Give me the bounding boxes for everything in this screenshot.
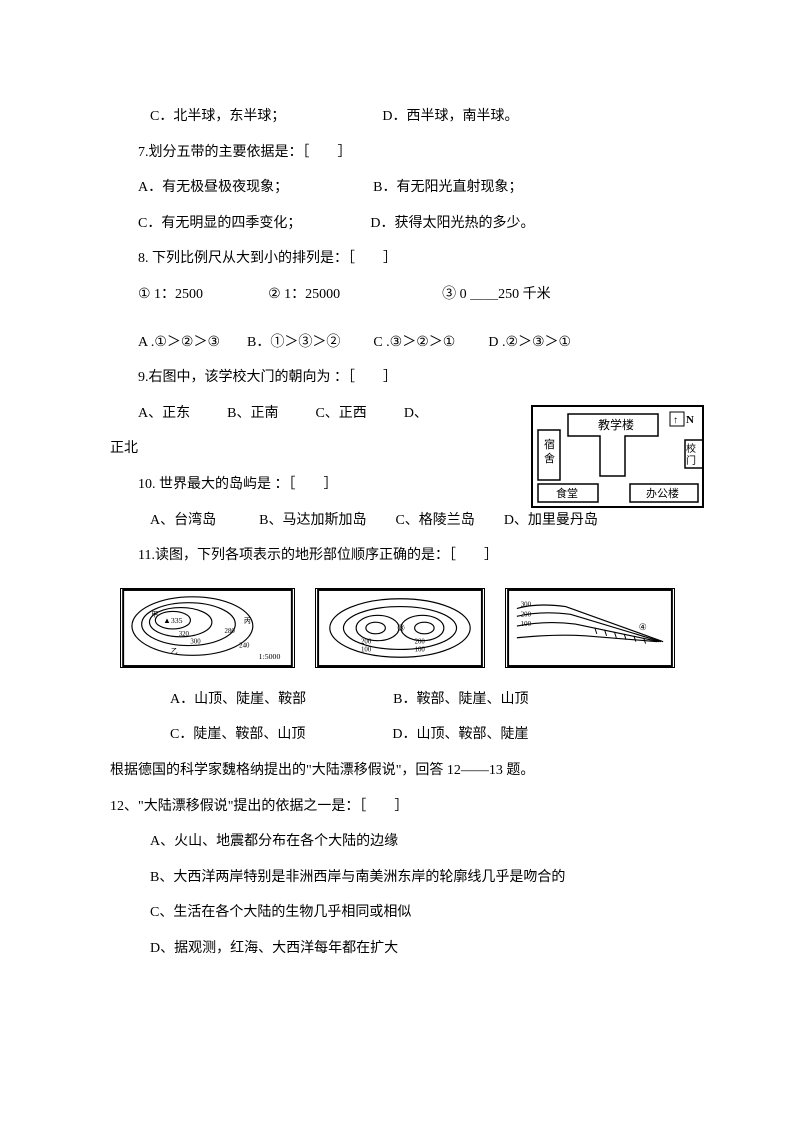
map-teaching: 教学楼: [598, 417, 634, 432]
q6-opt-c: C．北半球，东半球；: [150, 109, 285, 124]
q10-c: C、格陵兰岛: [395, 513, 474, 528]
q8-item2: ② 1：25000: [268, 287, 340, 302]
svg-text:280: 280: [225, 628, 236, 635]
svg-text:丙: 丙: [244, 617, 251, 625]
svg-text:240: 240: [239, 642, 250, 649]
svg-text:④: ④: [639, 622, 647, 632]
q10-b: B、马达加斯加岛: [259, 513, 366, 528]
q12-d: D、据观测，红海、大西洋每年都在扩大: [110, 932, 690, 966]
q11-d: D．山顶、鞍部、陡崖: [392, 727, 528, 742]
q11-b: B．鞍部、陡崖、山顶: [393, 692, 528, 707]
svg-text:门: 门: [686, 454, 696, 467]
svg-text:200: 200: [415, 638, 426, 645]
q11-c: C．陡崖、鞍部、山顶: [170, 727, 305, 742]
topo-diagrams: ▲335 甲 320 300 280 240 丙 乙 1:5000 ③ 200 …: [120, 588, 690, 668]
q8-d: D .②＞③＞①: [488, 335, 571, 350]
q8-item1: ① 1：2500: [138, 287, 203, 302]
q9-stem: 9.右图中，该学校大门的朝向为 ：［ ］: [110, 361, 690, 395]
svg-text:↑: ↑: [673, 415, 678, 426]
q8-stem: 8. 下列比例尺从大到小的排列是：［ ］: [110, 242, 690, 276]
q9-d: D、: [404, 406, 428, 421]
q8-a: A .①＞②＞③: [138, 335, 220, 350]
svg-text:100: 100: [415, 646, 426, 653]
map-gate: 校: [686, 442, 696, 455]
q12-a: A、火山、地震都分布在各个大陆的边缘: [110, 825, 690, 859]
q8-c: C .③＞②＞①: [373, 335, 455, 350]
q10-a: A、台湾岛: [150, 513, 216, 528]
topo-2: ③ 200 100 200 100: [315, 588, 485, 668]
q11-stem: 11.读图，下列各项表示的地形部位顺序正确的是：［ ］: [110, 539, 690, 573]
q11-a: A．山顶、陡崖、鞍部: [170, 692, 306, 707]
svg-text:舍: 舍: [544, 451, 555, 465]
svg-text:③: ③: [397, 623, 405, 633]
q12-b: B、大西洋两岸特别是非洲西岸与南美洲东岸的轮廓线几乎是吻合的: [110, 861, 690, 895]
svg-text:100: 100: [361, 646, 372, 653]
svg-text:甲: 甲: [151, 610, 158, 618]
q7-row2: C．有无明显的四季变化； D．获得太阳光热的多少。: [110, 207, 690, 241]
q9-c: C、正西: [315, 406, 366, 421]
map-north: N: [686, 414, 694, 426]
svg-text:300: 300: [190, 638, 201, 645]
q8-items: ① 1：2500 ② 1：25000 ③ 0 ＿＿250 千米: [110, 278, 690, 312]
q7-c: C．有无明显的四季变化；: [138, 216, 301, 231]
topo-1: ▲335 甲 320 300 280 240 丙 乙 1:5000: [120, 588, 295, 668]
q6-options: C．北半球，东半球； D．西半球，南半球。: [110, 100, 690, 134]
svg-text:320: 320: [179, 631, 190, 638]
svg-text:▲335: ▲335: [163, 616, 183, 625]
q10-d: D、加里曼丹岛: [504, 513, 598, 528]
svg-text:300: 300: [521, 601, 532, 608]
q9-b: B、正南: [227, 406, 278, 421]
q7-a: A．有无极昼极夜现象；: [138, 180, 288, 195]
q8-b: B．①＞③＞②: [247, 335, 340, 350]
q12-c: C、生活在各个大陆的生物几乎相同或相似: [110, 896, 690, 930]
q7-b: B．有无阳光直射现象；: [373, 180, 522, 195]
q7-d: D．获得太阳光热的多少。: [370, 216, 534, 231]
q11-row1: A．山顶、陡崖、鞍部 B．鞍部、陡崖、山顶: [110, 683, 690, 717]
q8-item3: ③ 0 ＿＿250 千米: [442, 287, 551, 302]
map-canteen: 食堂: [556, 486, 578, 500]
q6-opt-d: D．西半球，南半球。: [382, 109, 518, 124]
q12-stem: 12、"大陆漂移假说"提出的依据之一是：［ ］: [110, 790, 690, 824]
school-map-diagram: 宿 舍 教学楼 校 门 ↑ N 食堂 办公楼: [530, 404, 705, 509]
map-dorm: 宿: [544, 437, 555, 451]
svg-text:200: 200: [361, 638, 372, 645]
map-office: 办公楼: [646, 486, 679, 500]
q11-row2: C．陡崖、鞍部、山顶 D．山顶、鞍部、陡崖: [110, 718, 690, 752]
svg-text:100: 100: [521, 621, 532, 628]
q7-stem: 7.划分五带的主要依据是：［ ］: [110, 136, 690, 170]
q8-options: A .①＞②＞③ B．①＞③＞② C .③＞②＞① D .②＞③＞①: [110, 326, 690, 360]
topo-3: 300 200 100 ④: [505, 588, 675, 668]
svg-text:200: 200: [521, 611, 532, 618]
q7-row1: A．有无极昼极夜现象； B．有无阳光直射现象；: [110, 171, 690, 205]
svg-text:1:5000: 1:5000: [259, 652, 281, 661]
q9-a: A、正东: [138, 406, 190, 421]
intro-12-13: 根据德国的科学家魏格纳提出的"大陆漂移假说"，回答 12——13 题。: [110, 754, 690, 788]
svg-text:乙: 乙: [171, 647, 178, 655]
